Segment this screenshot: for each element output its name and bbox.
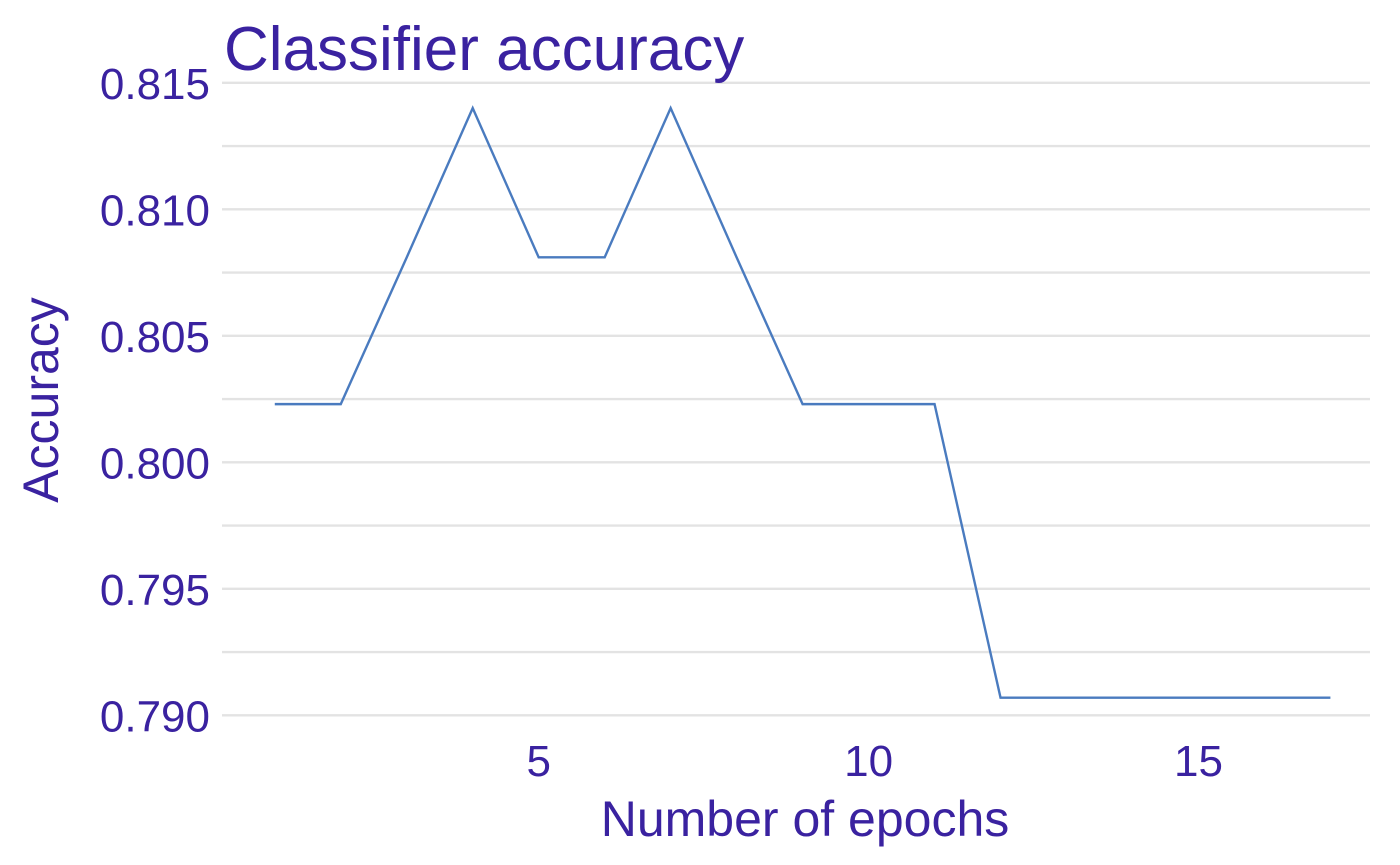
x-tick-label: 15: [1174, 737, 1223, 786]
chart-title: Classifier accuracy: [224, 15, 744, 84]
series-line: [274, 105, 1331, 699]
y-tick-label: 0.800: [100, 439, 210, 488]
x-axis-label: Number of epochs: [601, 791, 1010, 847]
y-tick-label: 0.815: [100, 60, 210, 109]
y-tick-label: 0.810: [100, 186, 210, 235]
series-layer: [274, 105, 1331, 699]
x-tick-labels: 5 10 15: [526, 737, 1222, 786]
y-axis-label: Accuracy: [13, 297, 69, 503]
grid-layer: [222, 81, 1370, 717]
x-tick-label: 10: [844, 737, 893, 786]
y-tick-label: 0.805: [100, 313, 210, 362]
y-tick-label: 0.795: [100, 566, 210, 615]
y-tick-label: 0.790: [100, 692, 210, 741]
y-tick-labels: 0.790 0.795 0.800 0.805 0.810 0.815: [100, 60, 210, 742]
x-tick-label: 5: [526, 737, 550, 786]
